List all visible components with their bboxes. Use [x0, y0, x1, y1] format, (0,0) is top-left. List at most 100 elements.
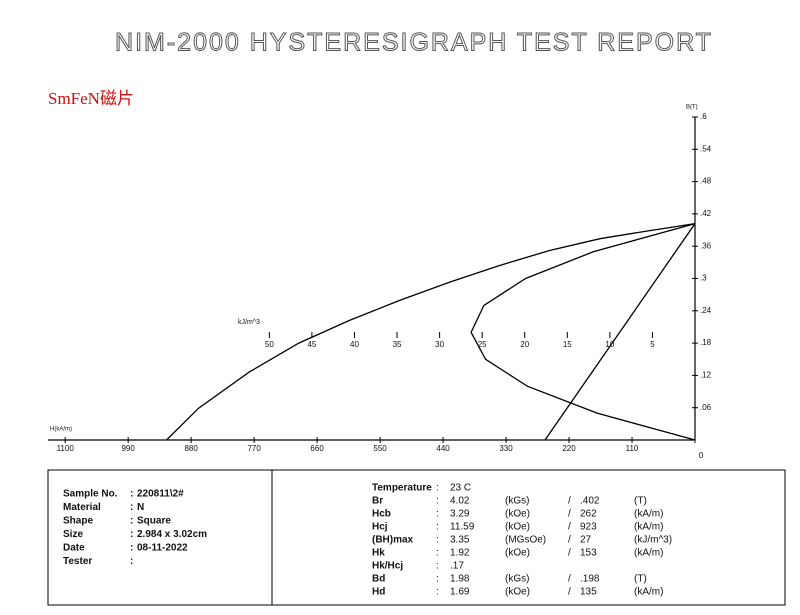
param-cell: 262	[580, 509, 597, 520]
param-cell: (kOe)	[505, 522, 530, 533]
colon: :	[436, 496, 439, 507]
x-tick-label: 880	[184, 444, 198, 453]
param-cell: (kA/m)	[634, 587, 663, 598]
param-cell: (kA/m)	[634, 548, 663, 559]
y-tick-label: .06	[700, 403, 712, 412]
x2-tick-label: 20	[520, 340, 529, 349]
y-tick-label: .24	[700, 306, 712, 315]
param-cell: 4.02	[450, 496, 470, 507]
param-cell: Hcb	[372, 509, 391, 520]
x2-tick-label: 25	[478, 340, 487, 349]
sample-value: 2.984 x 3.02cm	[137, 529, 207, 540]
param-cell: (kJ/m^3)	[634, 535, 672, 546]
y-tick-label: .36	[700, 241, 712, 250]
annotation: SmFeN磁片	[48, 89, 134, 108]
slash: /	[568, 587, 571, 598]
param-cell: .402	[580, 496, 600, 507]
slash: /	[568, 509, 571, 520]
param-cell: 1.98	[450, 574, 470, 585]
chart-title: NIM-2000 HYSTERESIGRAPH TEST REPORT	[115, 29, 713, 57]
colon: :	[436, 587, 439, 598]
sample-label: Sample No.	[63, 489, 118, 500]
curve	[544, 223, 696, 441]
param-cell: (kGs)	[505, 574, 529, 585]
x2-tick-label: 10	[605, 340, 614, 349]
x-tick-label: 550	[373, 444, 387, 453]
x2-tick-label: 45	[307, 340, 316, 349]
x-tick-label: 330	[499, 444, 513, 453]
param-cell: 27	[580, 535, 592, 546]
slash: /	[568, 548, 571, 559]
sample-value: Square	[137, 516, 171, 527]
x-tick-label: 770	[247, 444, 261, 453]
sample-value: 220811\2#	[137, 489, 184, 500]
y-tick-label: .6	[700, 112, 707, 121]
x2-tick-label: 15	[563, 340, 572, 349]
param-cell: 923	[580, 522, 597, 533]
x-tick-label: 440	[436, 444, 450, 453]
param-cell: Br	[372, 496, 383, 507]
param-cell: 153	[580, 548, 597, 559]
colon: :	[130, 543, 133, 554]
x2-tick-label: 40	[350, 340, 359, 349]
x2-tick-label: 30	[435, 340, 444, 349]
param-cell: .198	[580, 574, 600, 585]
sample-value: 08-11-2022	[137, 543, 188, 554]
sample-label: Material	[63, 502, 101, 513]
x-tick-label: 110	[626, 444, 639, 453]
sample-label: Tester	[63, 556, 92, 567]
slash: /	[568, 522, 571, 533]
param-cell: 3.29	[450, 509, 470, 520]
param-cell: Temperature	[372, 483, 432, 494]
x-tick-label: 0	[699, 451, 704, 460]
colon: :	[130, 489, 133, 500]
colon: :	[436, 548, 439, 559]
param-cell: (kOe)	[505, 587, 530, 598]
param-cell: (T)	[634, 574, 647, 585]
y-tick-label: .48	[700, 177, 712, 186]
x2-tick-label: 50	[265, 340, 274, 349]
colon: :	[130, 556, 133, 567]
x2-tick-label: 5	[650, 340, 655, 349]
param-cell: Hk/Hcj	[372, 561, 403, 572]
param-cell: Hcj	[372, 522, 388, 533]
slash: /	[568, 535, 571, 546]
param-cell: (kA/m)	[634, 522, 663, 533]
report-box	[47, 469, 786, 606]
param-cell: (kOe)	[505, 548, 530, 559]
colon: :	[436, 574, 439, 585]
y-tick-label: .3	[700, 274, 707, 283]
colon: :	[130, 529, 133, 540]
curve	[470, 222, 696, 441]
x2-tick-label: 35	[393, 340, 402, 349]
colon: :	[130, 502, 133, 513]
param-cell: Hd	[372, 587, 385, 598]
sample-label: Size	[63, 529, 83, 540]
slash: /	[568, 574, 571, 585]
param-cell: Bd	[372, 574, 385, 585]
param-cell: .17	[450, 561, 464, 572]
param-cell: Hk	[372, 548, 385, 559]
colon: :	[436, 483, 439, 494]
sample-value: N	[137, 502, 144, 513]
param-cell: (MGsOe)	[505, 535, 546, 546]
param-cell: 1.69	[450, 587, 470, 598]
colon: :	[436, 522, 439, 533]
sample-label: Date	[63, 543, 85, 554]
x-tick-label: 220	[562, 444, 576, 453]
param-cell: 135	[580, 587, 597, 598]
param-cell: 23 C	[450, 483, 471, 494]
y-tick-label: .54	[700, 144, 712, 153]
param-cell: (T)	[634, 496, 647, 507]
colon: :	[436, 561, 439, 572]
param-cell: (kGs)	[505, 496, 529, 507]
y-tick-label: .18	[700, 338, 712, 347]
x-tick-label: 990	[121, 444, 135, 453]
param-cell: 3.35	[450, 535, 470, 546]
colon: :	[436, 535, 439, 546]
y-tick-label: .42	[700, 209, 712, 218]
x-tick-label: 1100	[57, 444, 75, 453]
slash: /	[568, 496, 571, 507]
